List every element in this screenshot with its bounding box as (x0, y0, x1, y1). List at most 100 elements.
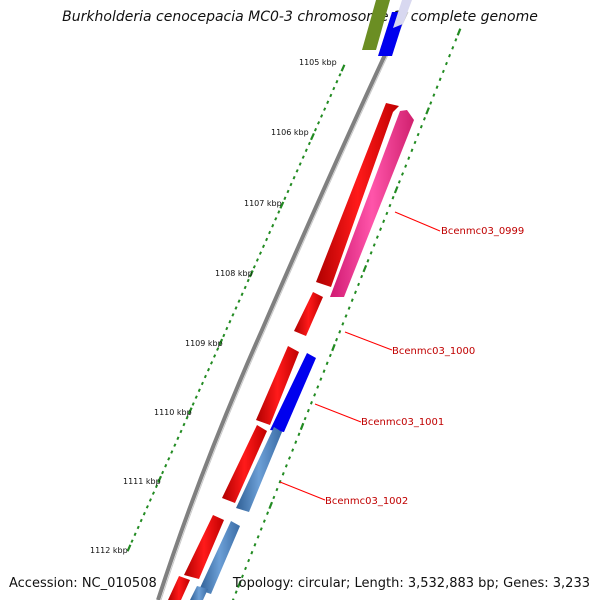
inner-tick-minor (407, 156, 411, 160)
accession-text: Accession: NC_010508 (9, 576, 157, 591)
outer-tick-minor (268, 230, 272, 235)
outer-tick-minor (182, 422, 186, 427)
gene-1000-leader (344, 331, 393, 351)
gene-arrow-red-1 (316, 103, 399, 287)
outer-tick-minor (286, 189, 290, 194)
inner-tick-minor (435, 85, 439, 89)
inner-tick-minor (353, 290, 357, 295)
outer-tick-minor (277, 210, 281, 214)
outer-tick-minor (216, 347, 220, 351)
outer-tick-minor (176, 436, 180, 441)
inner-tick-major (268, 501, 274, 510)
outer-tick-minor (246, 278, 250, 283)
outer-tick-minor (222, 333, 226, 338)
outer-tick-minor (151, 491, 156, 495)
outer-tick-minor (255, 258, 259, 262)
gene-0999-leader (394, 211, 441, 232)
outer-tick-major (157, 475, 163, 484)
outer-tick-major (340, 64, 346, 72)
outer-tick-minor (313, 127, 318, 132)
outer-tick-minor (148, 498, 152, 502)
outer-tick-minor (145, 505, 149, 509)
inner-tick-minor (275, 487, 279, 492)
gene-label-1000: Bcenmc03_1000 (392, 346, 475, 357)
outer-tick-minor (161, 470, 165, 475)
outer-tick-minor (203, 374, 207, 379)
gene-arrow-olive (362, 0, 390, 50)
inner-tick-minor (247, 558, 251, 563)
gene-arrow-red-4 (222, 425, 267, 503)
scale-label-1111: 1111 kbp (123, 477, 161, 486)
outer-tick-major (248, 270, 254, 278)
inner-tick-major (425, 107, 430, 115)
inner-tick-minor (306, 408, 310, 413)
outer-tick-minor (326, 100, 330, 105)
gene-label-1002: Bcenmc03_1002 (325, 496, 408, 507)
outer-tick-minor (234, 306, 238, 310)
outer-tick-minor (265, 237, 269, 242)
inner-tick-minor (366, 259, 370, 263)
map-title: Burkholderia cenocepacia MC0-3 chromosom… (62, 9, 538, 25)
outer-tick-minor (338, 73, 342, 77)
scale-label-1112: 1112 kbp (90, 546, 128, 555)
inner-tick-minor (259, 527, 263, 531)
inner-tick-minor (253, 543, 257, 547)
outer-tick-minor (154, 484, 159, 489)
inner-tick-minor (294, 440, 298, 444)
outer-tick-major (187, 407, 193, 415)
inner-tick-minor (438, 77, 442, 82)
inner-tick-minor (272, 495, 276, 500)
gene-label-1001: Bcenmc03_1001 (361, 417, 444, 428)
outer-tick-minor (194, 395, 198, 399)
gene-arrow-red-3 (256, 346, 299, 425)
inner-tick-major (362, 264, 368, 273)
outer-tick-minor (173, 443, 177, 447)
outer-tick-minor (329, 93, 333, 98)
outer-tick-minor (292, 175, 296, 180)
outer-tick-minor (237, 299, 241, 303)
scale-label-1106: 1106 kbp (271, 128, 309, 137)
inner-tick-minor (341, 322, 345, 326)
outer-tick-minor (139, 518, 143, 523)
inner-tick-minor (234, 590, 238, 594)
inner-tick-minor (309, 401, 313, 405)
inner-tick-minor (375, 235, 379, 239)
outer-tick-minor (304, 148, 308, 153)
inner-tick-minor (429, 101, 433, 105)
inner-tick-minor (385, 211, 389, 216)
inner-tick-minor (413, 140, 417, 145)
inner-tick-minor (410, 148, 414, 153)
outer-tick-major (218, 338, 224, 346)
inner-tick-minor (451, 46, 455, 50)
outer-tick-minor (258, 251, 263, 255)
outer-tick-minor (243, 285, 247, 290)
gene-label-0999: Bcenmc03_0999 (441, 226, 524, 237)
inner-tick-minor (338, 330, 342, 334)
outer-tick-minor (320, 114, 324, 118)
inner-tick-minor (404, 164, 408, 168)
outer-tick-minor (252, 265, 256, 269)
tick-marks-inner (231, 28, 462, 600)
inner-tick-minor (250, 550, 254, 555)
outer-tick-minor (307, 141, 311, 146)
inner-tick-minor (322, 369, 326, 373)
inner-tick-major (236, 580, 242, 588)
outer-tick-minor (142, 511, 146, 516)
scale-label-1105: 1105 kbp (299, 58, 337, 67)
gene-arrow-red-2 (294, 292, 323, 336)
inner-tick-minor (397, 180, 401, 184)
outer-tick-minor (130, 539, 134, 543)
inner-tick-minor (422, 117, 426, 121)
backbone-arc (156, 11, 407, 600)
inner-tick-major (456, 28, 462, 36)
outer-tick-minor (179, 429, 183, 434)
inner-tick-minor (325, 361, 329, 366)
inner-tick-minor (278, 479, 282, 484)
inner-tick-minor (441, 69, 445, 74)
inner-tick-major (299, 422, 305, 431)
inner-tick-minor (244, 566, 248, 571)
inner-tick-major (393, 186, 399, 194)
gene-arrow-red-5 (184, 515, 224, 579)
inner-tick-minor (391, 195, 395, 200)
